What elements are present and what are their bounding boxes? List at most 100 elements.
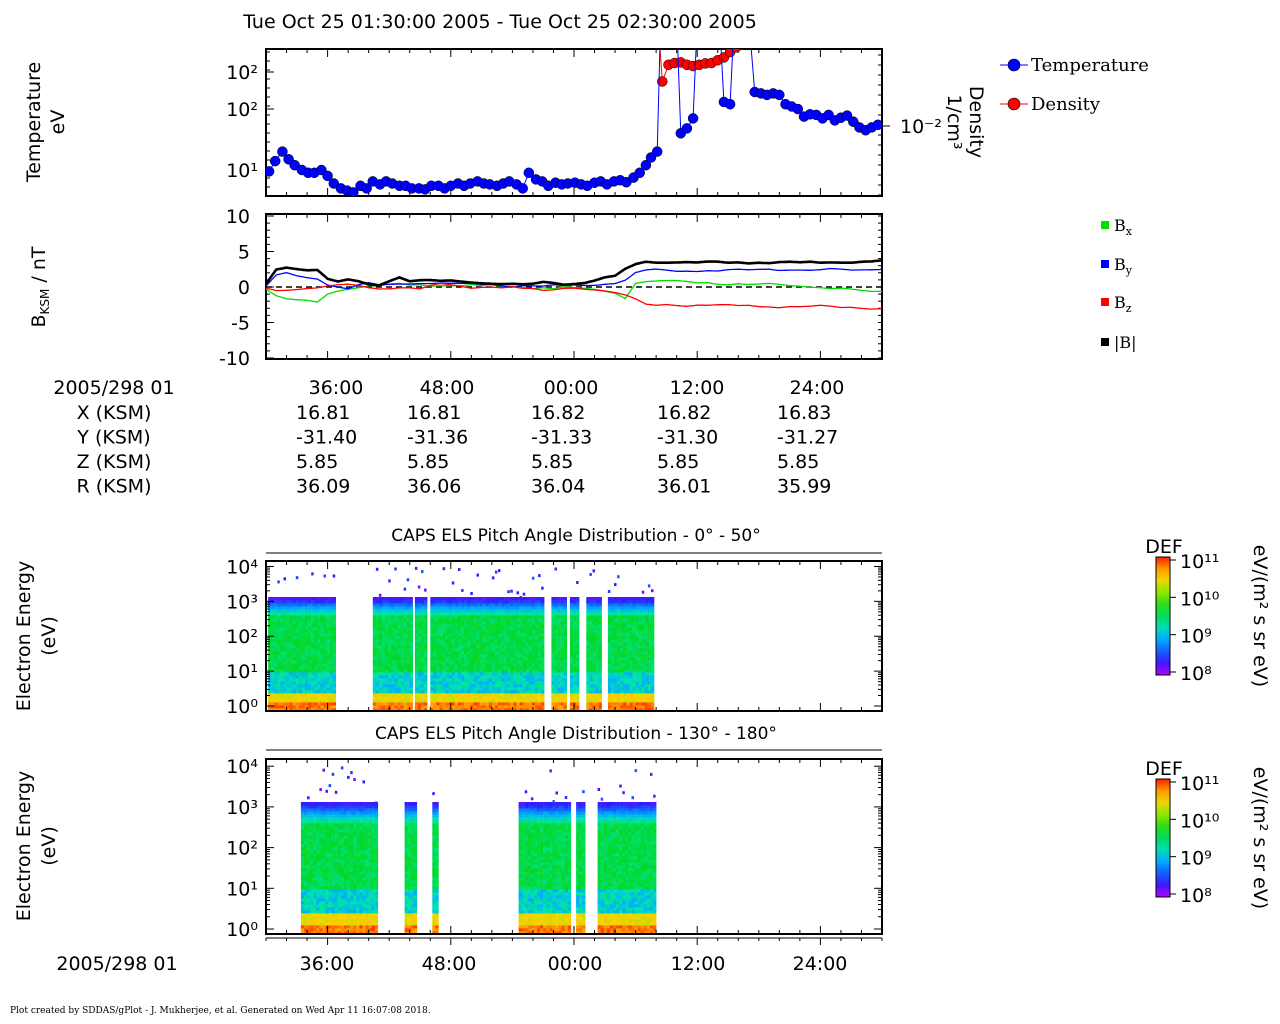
spectrogram-cell bbox=[541, 660, 545, 664]
spectrogram-cell bbox=[292, 678, 296, 682]
spectrogram-cell bbox=[445, 651, 449, 655]
spectrogram-cell bbox=[476, 627, 480, 631]
density-point bbox=[787, 27, 797, 37]
spectrogram-cell bbox=[347, 883, 351, 887]
spectrogram-cell bbox=[323, 645, 327, 649]
spectrogram-cell bbox=[436, 597, 440, 601]
spectrogram-cell bbox=[488, 690, 493, 694]
spectrogram-cell bbox=[298, 618, 303, 622]
density-point bbox=[781, 24, 791, 34]
spectrogram-cell bbox=[286, 627, 290, 631]
spectrogram-cell bbox=[623, 645, 627, 649]
spectrogram-cell bbox=[513, 645, 517, 649]
spectrogram-cell bbox=[280, 678, 284, 682]
spectrogram-cell bbox=[421, 615, 425, 619]
spectrogram-cell bbox=[305, 663, 309, 667]
ephemeris-value: 5.85 bbox=[531, 451, 573, 473]
spectrogram-cell bbox=[551, 705, 555, 709]
spectrogram-cell bbox=[328, 874, 332, 878]
spectrogram-cell bbox=[557, 666, 561, 670]
spectrogram-cell bbox=[320, 666, 324, 670]
spectrogram-cell bbox=[316, 811, 320, 815]
spectrogram-cell bbox=[554, 675, 558, 679]
spectrogram-cell bbox=[507, 687, 511, 691]
spectrogram-cell bbox=[424, 699, 428, 703]
spectrogram-cell bbox=[467, 684, 471, 688]
spectrogram-cell bbox=[301, 639, 306, 643]
spectrogram-cell bbox=[647, 696, 652, 700]
spectrogram-cell bbox=[461, 693, 465, 697]
spectrogram-cell bbox=[430, 600, 434, 604]
spectrogram-cell bbox=[498, 669, 502, 673]
spectrogram-cell bbox=[382, 672, 386, 676]
spectrogram-cell bbox=[375, 705, 380, 709]
spectrogram-cell bbox=[292, 654, 296, 658]
spectrogram-cell bbox=[305, 693, 309, 697]
spectrogram-cell bbox=[277, 597, 281, 601]
spectrogram-cell bbox=[388, 687, 392, 691]
spectrogram-cell bbox=[337, 862, 342, 866]
spectrogram-cell bbox=[268, 699, 272, 703]
temperature-point bbox=[348, 187, 359, 196]
spectrogram-cell bbox=[320, 663, 324, 667]
spectrogram-cell bbox=[473, 654, 477, 658]
spectrogram-cell bbox=[623, 663, 627, 667]
spectrogram-cell bbox=[501, 645, 505, 649]
spectrogram-cell bbox=[322, 880, 326, 884]
spectrogram-cell bbox=[322, 868, 326, 872]
spectrogram-cell bbox=[522, 618, 526, 622]
spectrogram-cell bbox=[476, 675, 480, 679]
spectrogram-cell bbox=[329, 651, 333, 655]
spectrogram-cell bbox=[307, 895, 311, 899]
spectrogram-cell bbox=[337, 913, 342, 917]
spectrogram-cell bbox=[382, 699, 386, 703]
spectrogram-cell bbox=[305, 678, 309, 682]
spectrogram-cell bbox=[569, 627, 574, 631]
spectrogram-cell bbox=[382, 705, 386, 709]
spectrogram-cell bbox=[617, 618, 621, 622]
spectrogram-cell bbox=[283, 666, 287, 670]
spectrogram-cell bbox=[403, 660, 407, 664]
spectrogram-cell bbox=[644, 699, 649, 703]
spectrogram-cell bbox=[271, 666, 275, 670]
spectrogram-cell bbox=[617, 633, 621, 637]
spectrogram-cell bbox=[504, 645, 508, 649]
spectrogram-cell bbox=[433, 678, 437, 682]
spectrogram-cell bbox=[344, 931, 348, 935]
spectrogram-cell bbox=[314, 693, 318, 697]
spectrogram-cell bbox=[430, 681, 434, 685]
spectrogram-cell bbox=[274, 603, 278, 607]
spectrogram-cell bbox=[334, 931, 339, 935]
spectrogram-cell bbox=[620, 603, 624, 607]
spectrogram-cell bbox=[331, 805, 335, 809]
spectrogram-cell bbox=[635, 603, 639, 607]
spectrogram-cell bbox=[397, 693, 401, 697]
spectrogram-cell bbox=[317, 672, 321, 676]
spectrogram-cell bbox=[316, 877, 320, 881]
spectrogram-cell bbox=[433, 642, 437, 646]
spectrogram-cell bbox=[382, 666, 386, 670]
spectrogram-cell bbox=[304, 859, 308, 863]
spectrogram-cell bbox=[340, 883, 345, 887]
spectrogram-cell bbox=[476, 708, 480, 712]
spectrogram-cell bbox=[322, 853, 326, 857]
spectrogram-cell bbox=[632, 693, 636, 697]
spectrogram-cell bbox=[454, 618, 459, 622]
spectrogram-cell bbox=[482, 600, 486, 604]
spectrogram-cell bbox=[300, 859, 305, 863]
spectrogram-cell bbox=[317, 663, 321, 667]
spectrogram-cell bbox=[344, 856, 348, 860]
spectrogram-cell bbox=[638, 675, 642, 679]
spectrogram-cell bbox=[378, 687, 383, 691]
spectrogram-cell bbox=[274, 609, 278, 613]
spectrogram-cell bbox=[277, 699, 281, 703]
spectrogram-cell bbox=[409, 684, 413, 688]
spectrogram-cell bbox=[421, 657, 425, 661]
spectrogram-cell bbox=[573, 675, 577, 679]
spectrogram-cell bbox=[326, 687, 330, 691]
spectrogram-cell bbox=[620, 651, 624, 655]
spectrogram-cell bbox=[307, 883, 311, 887]
spectrogram-cell bbox=[647, 633, 652, 637]
spectrogram-cell bbox=[458, 663, 462, 667]
spectrogram-cell bbox=[326, 603, 330, 607]
